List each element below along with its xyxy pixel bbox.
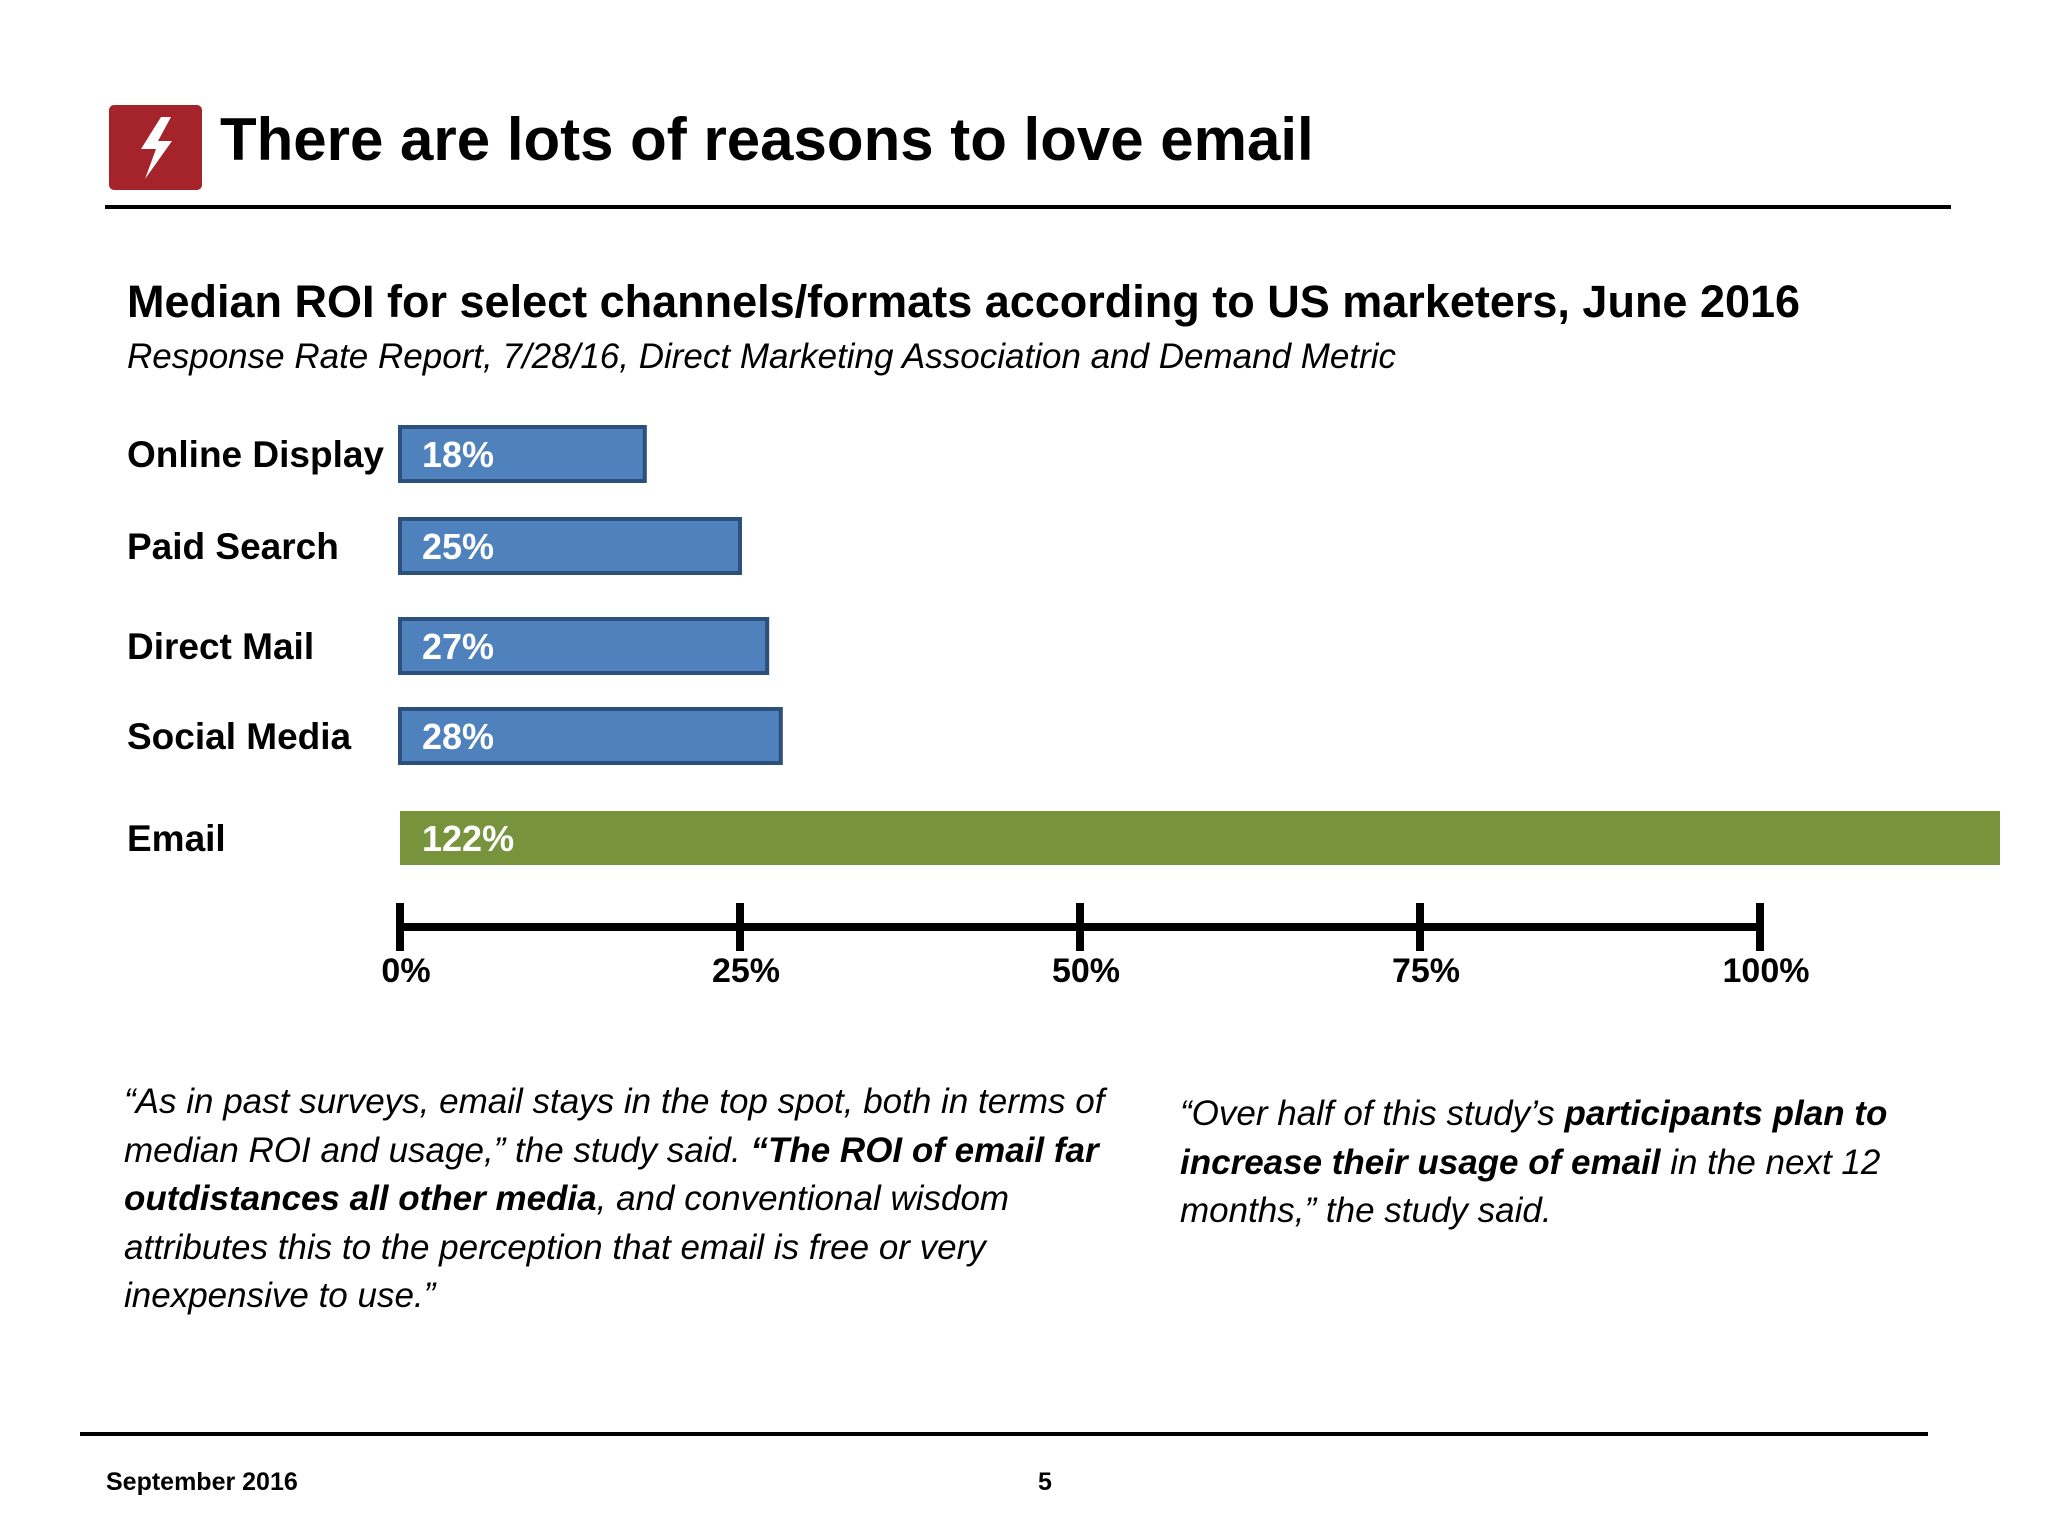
x-tick-label-75: 75% bbox=[1392, 952, 1460, 990]
slide-title: There are lots of reasons to love email bbox=[220, 106, 1314, 173]
data-label-paid-search: 25% bbox=[422, 526, 494, 567]
bar-online-display bbox=[398, 425, 647, 483]
category-label-social-media: Social Media bbox=[127, 716, 352, 757]
bar-social-media bbox=[398, 707, 783, 765]
data-label-social-media: 28% bbox=[422, 716, 494, 757]
title-divider bbox=[105, 205, 1951, 209]
lightning-bolt-icon bbox=[141, 117, 172, 179]
quote-left-text-2: , and conventional wisdom attributes thi… bbox=[124, 1179, 1010, 1315]
category-label-direct-mail: Direct Mail bbox=[127, 626, 314, 667]
quote-right: “Over half of this study’s participants … bbox=[1180, 1090, 1940, 1236]
category-label-paid-search: Paid Search bbox=[127, 526, 339, 567]
data-label-online-display: 18% bbox=[422, 434, 494, 475]
bar-paid-search bbox=[398, 517, 742, 575]
quote-right-text-2: in the next 12 months,” the study said. bbox=[1180, 1142, 1881, 1231]
footer-divider bbox=[80, 1432, 1928, 1436]
data-label-direct-mail: 27% bbox=[422, 626, 494, 667]
x-tick-label-50: 50% bbox=[1052, 952, 1120, 990]
bar-direct-mail bbox=[398, 617, 770, 675]
quote-right-text-1: “Over half of this study’s bbox=[1180, 1094, 1565, 1133]
quote-left-emphasis: “The ROI of email far outdistances all o… bbox=[124, 1130, 1099, 1219]
quote-left-text-1: “As in past surveys, email stays in the … bbox=[124, 1082, 1105, 1170]
page-number: 5 bbox=[1038, 1468, 1052, 1496]
chart-subtitle: Response Rate Report, 7/28/16, Direct Ma… bbox=[127, 337, 1397, 376]
category-label-email: Email bbox=[127, 818, 226, 859]
footer-date: September 2016 bbox=[106, 1468, 298, 1496]
data-label-email: 122% bbox=[422, 818, 514, 859]
x-tick-label-100: 100% bbox=[1723, 952, 1810, 990]
category-label-online-display: Online Display bbox=[127, 434, 384, 475]
quote-right-emphasis: participants plan to increase their usag… bbox=[1180, 1094, 1888, 1182]
bar-email bbox=[400, 811, 2000, 865]
quote-left: “As in past surveys, email stays in the … bbox=[124, 1078, 1124, 1321]
logo bbox=[109, 105, 202, 190]
chart-title: Median ROI for select channels/formats a… bbox=[127, 276, 1801, 327]
x-tick-label-25: 25% bbox=[712, 952, 780, 990]
x-tick-label-0: 0% bbox=[381, 952, 430, 990]
